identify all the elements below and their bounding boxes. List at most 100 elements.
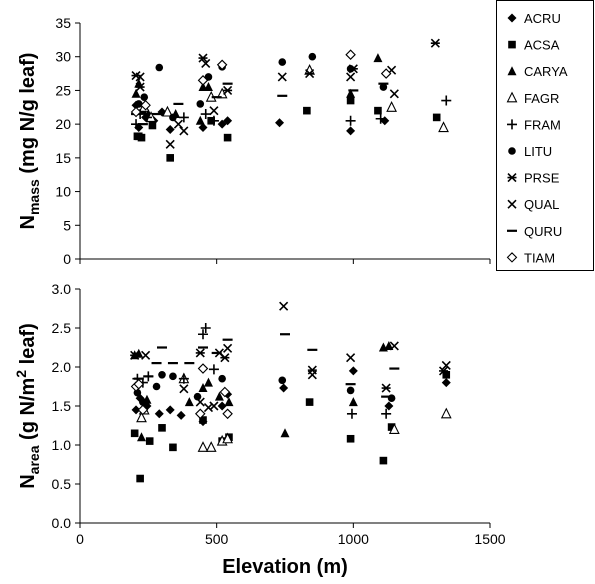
data-point: [441, 95, 452, 106]
data-point: [148, 121, 157, 130]
data-point: [384, 401, 394, 411]
y-tick-label: 30: [55, 49, 71, 65]
data-point: [137, 404, 149, 416]
data-point: [373, 53, 383, 63]
data-point: [305, 69, 315, 79]
y-tick-label: 2.5: [52, 320, 72, 336]
data-point: [348, 64, 358, 74]
x-axis-label: Elevation (m): [222, 556, 348, 578]
data-point: [303, 106, 311, 115]
data-point: [389, 341, 399, 351]
data-point: [279, 301, 289, 311]
data-point: [387, 423, 396, 431]
data-point: [194, 408, 206, 420]
data-point: [389, 89, 399, 99]
x-tick-label: 1000: [338, 531, 369, 547]
data-point: [346, 408, 357, 419]
data-point: [178, 112, 189, 123]
data-point: [162, 105, 173, 117]
series-litu: [133, 371, 396, 406]
y-axis-label: Narea (g N/m2 leaf): [13, 323, 42, 489]
legend-label-qual: QUAL: [524, 197, 559, 212]
legend-label-fagr: FAGR: [524, 91, 559, 106]
data-point: [381, 408, 392, 419]
data-point: [137, 432, 146, 442]
legend: ACRU ACSA CARYA FAGR FRAM LITU PRSE QUAL QURU TIA…: [496, 0, 594, 271]
data-point: [165, 139, 175, 149]
data-point: [169, 443, 177, 452]
legend-marker-acsa: [508, 40, 516, 49]
y-tick-label: 1.0: [52, 437, 72, 453]
data-point: [209, 401, 219, 411]
data-point: [140, 99, 151, 111]
data-point: [158, 371, 166, 379]
data-point: [140, 93, 149, 101]
data-point: [217, 401, 227, 411]
data-point: [223, 133, 232, 142]
data-point: [145, 437, 154, 445]
y-axis-label: Nmass (mg N/g leaf): [17, 53, 42, 230]
data-point: [169, 113, 177, 122]
y-tick-label: 10: [55, 184, 71, 200]
series-acsa: [133, 96, 441, 162]
y-tick-label: 0: [63, 251, 71, 267]
legend-label-fram: FRAM: [524, 117, 561, 132]
legend-marker-prse: [507, 173, 517, 183]
data-point: [184, 397, 194, 407]
legend-marker-litu: [508, 147, 516, 155]
x-tick-label: 1500: [474, 531, 505, 547]
data-point: [432, 113, 441, 122]
data-point: [136, 411, 147, 423]
series-litu: [134, 52, 388, 122]
data-point: [179, 126, 189, 136]
data-point: [133, 378, 145, 390]
y-tick-label: 0.0: [52, 515, 72, 531]
data-point: [198, 123, 208, 133]
series-acsa: [130, 371, 451, 483]
series-qual: [135, 58, 399, 149]
data-point: [139, 398, 147, 406]
data-point: [348, 366, 358, 376]
data-point: [195, 115, 205, 125]
data-point: [379, 83, 388, 91]
data-point: [130, 106, 142, 118]
data-point: [193, 392, 202, 401]
data-point: [346, 434, 355, 443]
data-point: [379, 456, 388, 465]
data-point: [224, 397, 234, 407]
legend-label-acru: ACRU: [524, 11, 561, 26]
data-point: [134, 100, 143, 108]
data-point: [200, 323, 211, 333]
data-point: [203, 402, 214, 413]
data-point: [178, 373, 189, 384]
data-point: [176, 410, 186, 420]
data-point: [305, 398, 314, 406]
data-point: [205, 441, 217, 452]
data-point: [346, 88, 356, 98]
data-point: [223, 85, 233, 95]
data-point: [208, 115, 219, 126]
legend-label-prse: PRSE: [524, 171, 560, 186]
data-point: [275, 118, 285, 128]
data-point: [430, 38, 440, 48]
data-point: [155, 63, 164, 72]
data-point: [388, 423, 400, 434]
data-point: [141, 350, 151, 360]
data-point: [438, 366, 449, 376]
data-point: [278, 376, 287, 385]
y-tick-label: 5: [63, 217, 71, 233]
data-point: [222, 432, 233, 444]
data-point: [442, 371, 451, 379]
data-point: [223, 116, 233, 126]
data-point: [218, 374, 226, 383]
data-point: [169, 372, 177, 381]
data-point: [198, 53, 208, 63]
data-point: [195, 397, 205, 407]
data-point: [166, 154, 174, 162]
data-point: [346, 126, 356, 136]
series-acru: [131, 366, 451, 427]
data-point: [197, 75, 209, 86]
series-tiam: [130, 49, 392, 118]
legend-label-acsa: ACSA: [524, 38, 560, 53]
